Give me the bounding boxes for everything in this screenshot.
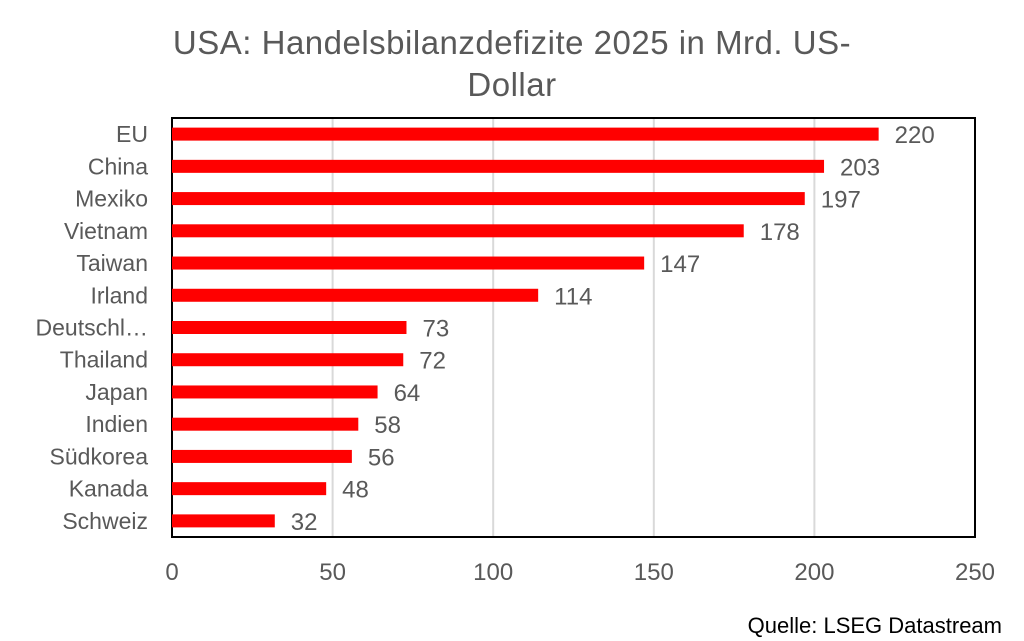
source-note: Quelle: LSEG Datastream (747, 613, 1002, 638)
x-tick-label: 100 (473, 559, 513, 586)
category-label: Indien (85, 411, 148, 437)
category-label: EU (116, 121, 148, 147)
x-tick-label: 250 (955, 559, 995, 586)
data-label: 147 (660, 251, 700, 278)
data-label: 56 (368, 444, 395, 471)
x-tick-label: 150 (634, 559, 674, 586)
data-label: 178 (760, 219, 800, 246)
category-label: Südkorea (50, 443, 149, 469)
data-label: 220 (895, 122, 935, 149)
category-label: China (88, 153, 148, 179)
data-label: 32 (291, 509, 318, 536)
bar (172, 321, 407, 334)
bar (172, 127, 879, 141)
bar (172, 417, 359, 431)
x-tick-label: 0 (165, 559, 178, 586)
bar (172, 514, 275, 528)
bar (172, 385, 378, 399)
bar (172, 288, 539, 302)
category-label: Schweiz (62, 508, 148, 534)
category-label: Irland (90, 282, 148, 308)
chart-title-line-2: Dollar (467, 66, 557, 103)
data-label: 197 (821, 187, 861, 214)
category-label: Vietnam (64, 218, 148, 244)
chart-title-line-1: USA: Handelsbilanzdefizite 2025 in Mrd. … (172, 24, 852, 61)
x-tick-label: 200 (794, 559, 834, 586)
data-label: 114 (554, 283, 592, 310)
category-label: Thailand (60, 347, 148, 373)
bar (172, 353, 404, 367)
bar (172, 482, 327, 496)
data-label: 64 (394, 380, 421, 407)
bar (172, 224, 744, 238)
data-label: 72 (419, 348, 446, 375)
bar (172, 449, 352, 463)
category-label: Japan (85, 379, 148, 405)
bar (172, 192, 805, 206)
bar (172, 159, 825, 173)
data-label: 203 (840, 154, 880, 181)
category-label: Deutschl… (36, 315, 148, 341)
data-label: 48 (342, 477, 369, 504)
category-label: Kanada (69, 476, 149, 502)
category-label: Taiwan (76, 250, 148, 276)
category-label: Mexiko (75, 186, 148, 212)
data-label: 73 (422, 316, 449, 343)
data-label: 58 (374, 412, 401, 439)
x-tick-label: 50 (319, 559, 346, 586)
bar (172, 256, 645, 270)
